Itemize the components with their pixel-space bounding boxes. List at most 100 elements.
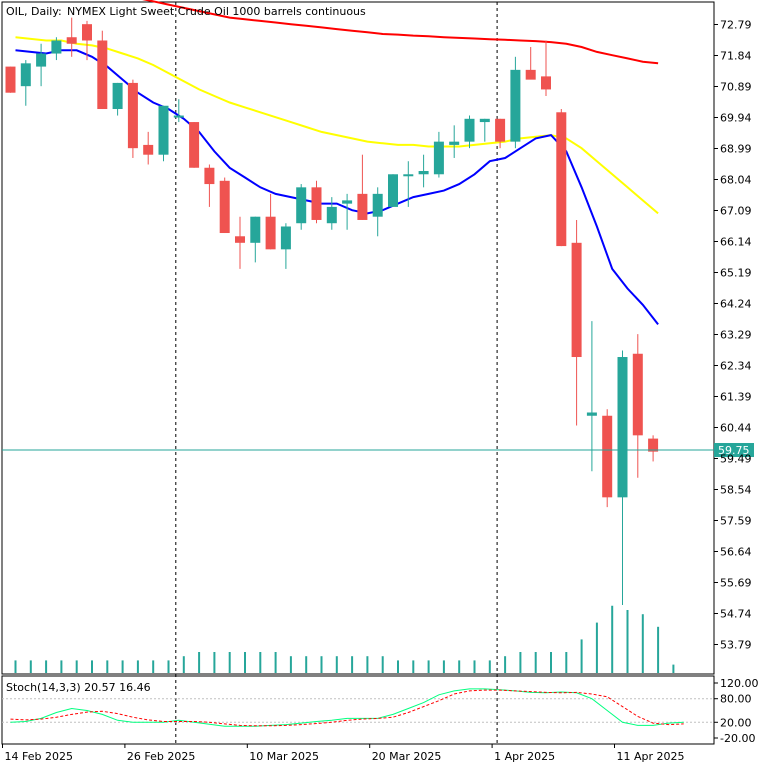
candle-body xyxy=(189,122,200,168)
stochastic-axis: 120.00 80.00 20.00 -20.00 xyxy=(714,677,759,745)
candle-body xyxy=(571,242,582,358)
candle-body xyxy=(5,66,16,93)
candle-body xyxy=(296,187,307,224)
candlesticks xyxy=(5,17,659,606)
candle xyxy=(648,435,659,462)
candle-body xyxy=(143,144,154,155)
candle-body xyxy=(66,37,77,44)
price-tick-label: 54.74 xyxy=(720,608,752,621)
candle-body xyxy=(158,105,169,155)
price-tick-label: 63.29 xyxy=(720,329,752,342)
price-tick-label: 64.24 xyxy=(720,298,752,311)
stoch-signal-line xyxy=(10,689,684,727)
candle-body xyxy=(586,412,597,416)
ma-fast-line xyxy=(15,49,659,326)
price-tick-label: 61.39 xyxy=(720,391,752,404)
date-axis: 14 Feb 2025 26 Feb 2025 10 Mar 2025 20 Mar … xyxy=(2,744,685,763)
candle xyxy=(235,216,245,269)
candle xyxy=(357,154,368,220)
date-tick-label: 20 Mar 2025 xyxy=(372,750,442,763)
candle-body xyxy=(173,115,184,118)
candle-body xyxy=(235,236,245,243)
candle-body xyxy=(495,118,506,142)
candle xyxy=(510,56,521,149)
candle xyxy=(66,17,77,57)
candle xyxy=(5,66,16,93)
chart-header-description: NYMEX Light Sweet Crude Oil 1000 barrels… xyxy=(67,5,366,18)
candle xyxy=(280,223,291,269)
candle-body xyxy=(82,24,92,41)
main-plot-frame xyxy=(1,1,715,675)
candle-body xyxy=(525,69,536,80)
candle xyxy=(388,174,398,207)
period-separators xyxy=(175,2,498,744)
price-tick-label: 67.09 xyxy=(720,205,752,218)
candle xyxy=(418,154,429,188)
stoch-tick-label: -20.00 xyxy=(720,732,755,745)
candle xyxy=(464,115,475,149)
candle xyxy=(525,47,536,80)
candle xyxy=(632,334,643,478)
current-price-tag xyxy=(714,443,754,458)
candle-body xyxy=(51,40,62,54)
price-tick-label: 69.94 xyxy=(720,112,752,125)
candle xyxy=(541,40,551,96)
price-tick-label: 56.64 xyxy=(720,546,752,559)
candle-body xyxy=(311,187,322,220)
price-tick-label: 59.49 xyxy=(720,453,752,466)
price-tick-label: 60.44 xyxy=(720,422,752,435)
price-tick-label: 71.84 xyxy=(720,50,752,63)
candle-body xyxy=(372,193,383,217)
candle xyxy=(326,197,337,230)
date-tick-label: 14 Feb 2025 xyxy=(5,750,73,763)
candle xyxy=(586,321,597,472)
candle-body xyxy=(510,69,521,142)
candle xyxy=(311,180,322,224)
candle-body xyxy=(403,174,414,177)
candle-body xyxy=(418,171,429,175)
candle-body xyxy=(464,118,475,142)
stochastic-oscillator xyxy=(2,688,714,727)
price-tick-label: 65.19 xyxy=(720,267,752,280)
price-tick-label: 58.54 xyxy=(720,484,752,497)
candle-body xyxy=(433,141,444,175)
candle-body xyxy=(632,353,643,436)
stoch-tick-label: 80.00 xyxy=(720,693,752,706)
candle xyxy=(204,164,215,207)
price-tick-label: 68.04 xyxy=(720,174,752,187)
date-tick-label: 11 Apr 2025 xyxy=(617,750,685,763)
candle xyxy=(449,125,460,158)
candle xyxy=(433,131,444,178)
candle-body xyxy=(250,216,261,243)
candle xyxy=(265,193,276,250)
moving-averages xyxy=(15,0,659,326)
candle xyxy=(250,216,261,263)
price-tick-label: 55.69 xyxy=(720,577,752,590)
candle xyxy=(97,30,108,110)
price-tick-label: 62.34 xyxy=(720,360,752,373)
candle xyxy=(127,79,138,158)
candle xyxy=(82,20,92,61)
date-tick-label: 10 Mar 2025 xyxy=(249,750,319,763)
candle-body xyxy=(127,82,138,149)
price-axis: 72.79 71.84 70.89 69.94 68.99 68.04 67.09 66.14… xyxy=(714,19,752,652)
candle xyxy=(479,118,490,142)
price-tick-label: 72.79 xyxy=(720,19,752,32)
price-tick-label: 66.14 xyxy=(720,236,752,249)
date-tick-label: 1 Apr 2025 xyxy=(494,750,555,763)
candle xyxy=(495,118,506,149)
stochastic-panel-frame xyxy=(1,675,715,745)
price-tick-label: 57.59 xyxy=(720,515,752,528)
current-price-line: 59.75 xyxy=(2,443,754,458)
candle-body xyxy=(388,174,398,207)
candle-body xyxy=(357,193,368,220)
candle xyxy=(173,99,184,123)
candle-body xyxy=(449,141,460,145)
candle-body xyxy=(648,438,659,452)
candle-body xyxy=(617,357,628,498)
candle-body xyxy=(204,167,215,185)
candle xyxy=(617,350,628,606)
candle xyxy=(143,131,154,165)
